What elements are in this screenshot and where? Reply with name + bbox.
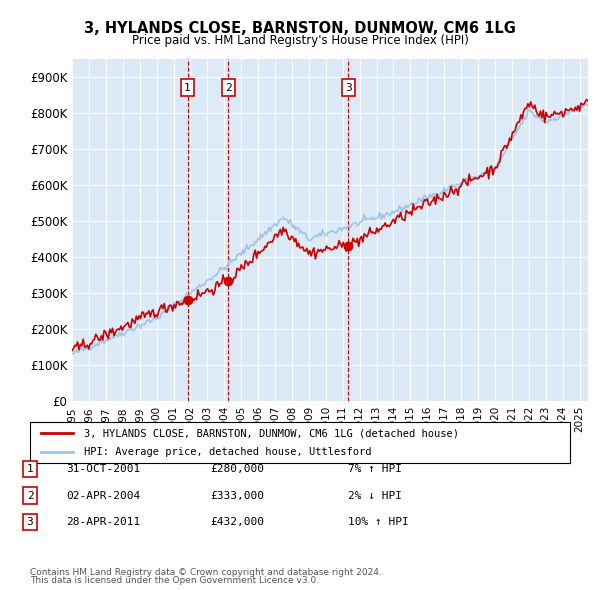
Text: 2: 2 bbox=[225, 83, 232, 93]
Text: Contains HM Land Registry data © Crown copyright and database right 2024.: Contains HM Land Registry data © Crown c… bbox=[30, 568, 382, 577]
Text: 2: 2 bbox=[26, 491, 34, 500]
Text: 2% ↓ HPI: 2% ↓ HPI bbox=[348, 491, 402, 500]
Text: 1: 1 bbox=[184, 83, 191, 93]
Text: 3, HYLANDS CLOSE, BARNSTON, DUNMOW, CM6 1LG (detached house): 3, HYLANDS CLOSE, BARNSTON, DUNMOW, CM6 … bbox=[84, 428, 459, 438]
Text: 10% ↑ HPI: 10% ↑ HPI bbox=[348, 517, 409, 527]
Text: £280,000: £280,000 bbox=[210, 464, 264, 474]
Text: 7% ↑ HPI: 7% ↑ HPI bbox=[348, 464, 402, 474]
Text: £432,000: £432,000 bbox=[210, 517, 264, 527]
Text: 3, HYLANDS CLOSE, BARNSTON, DUNMOW, CM6 1LG: 3, HYLANDS CLOSE, BARNSTON, DUNMOW, CM6 … bbox=[84, 21, 516, 35]
Text: This data is licensed under the Open Government Licence v3.0.: This data is licensed under the Open Gov… bbox=[30, 576, 319, 585]
Text: 1: 1 bbox=[26, 464, 34, 474]
Text: 31-OCT-2001: 31-OCT-2001 bbox=[66, 464, 140, 474]
Text: £333,000: £333,000 bbox=[210, 491, 264, 500]
Text: 28-APR-2011: 28-APR-2011 bbox=[66, 517, 140, 527]
Text: 3: 3 bbox=[26, 517, 34, 527]
Text: 3: 3 bbox=[345, 83, 352, 93]
Text: HPI: Average price, detached house, Uttlesford: HPI: Average price, detached house, Uttl… bbox=[84, 447, 371, 457]
Text: 02-APR-2004: 02-APR-2004 bbox=[66, 491, 140, 500]
Text: Price paid vs. HM Land Registry's House Price Index (HPI): Price paid vs. HM Land Registry's House … bbox=[131, 34, 469, 47]
